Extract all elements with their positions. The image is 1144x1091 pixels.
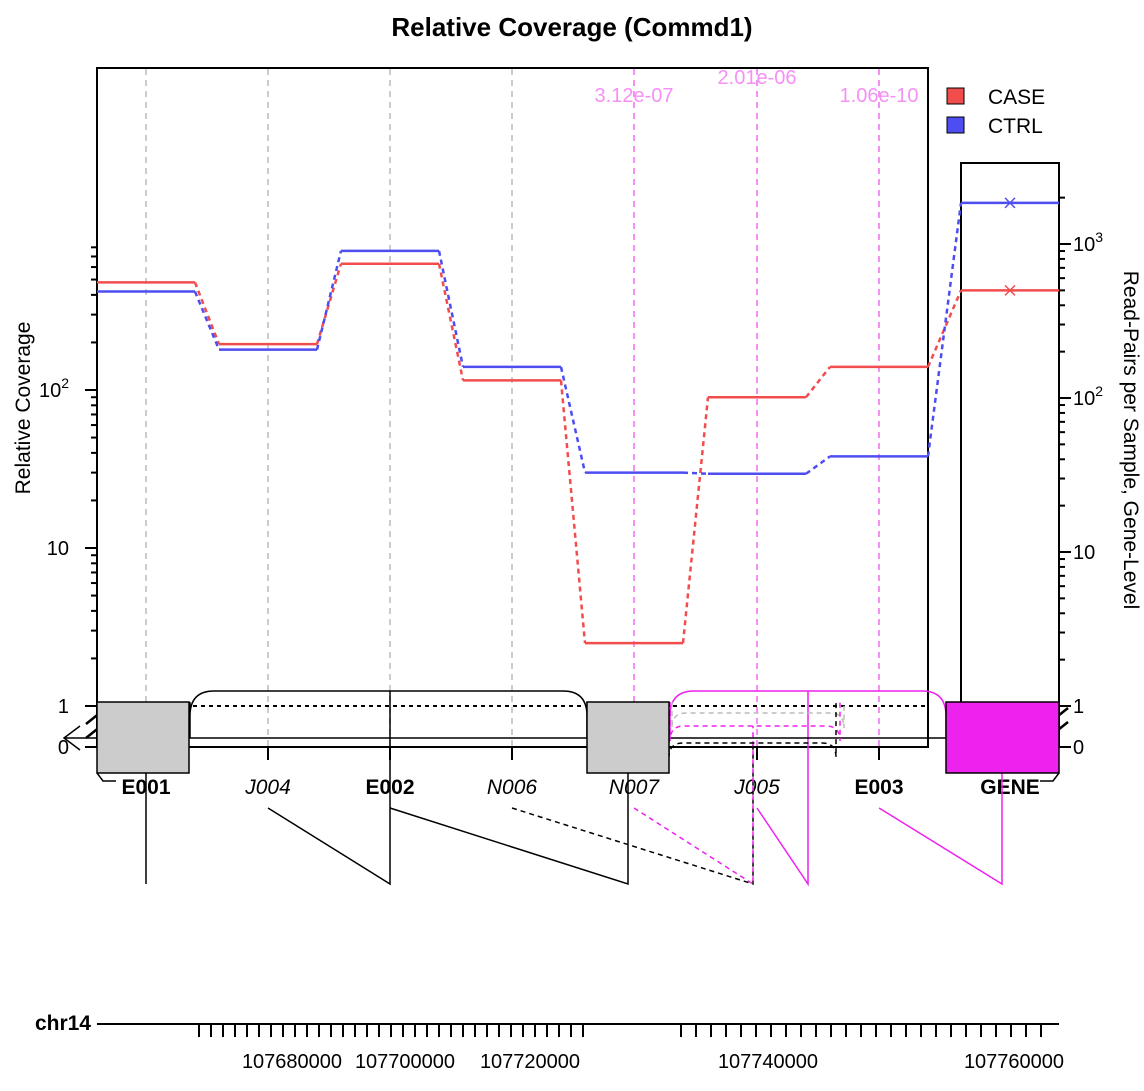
pvalue-label-e003: 1.06e-10 <box>840 85 919 107</box>
legend: CASE CTRL <box>946 86 1045 138</box>
coordinate-label: 107680000 <box>242 1051 342 1073</box>
series-connector-case <box>681 397 710 644</box>
right-tick-label-base: 10 <box>1073 388 1095 410</box>
chart-title: Relative Coverage (Commd1) <box>391 12 752 42</box>
strand-arrow-icon <box>62 725 97 751</box>
feature-label-gene: GENE <box>980 776 1040 799</box>
left-tick-label: 0 <box>58 737 69 759</box>
exon-box-e003 <box>945 701 1060 774</box>
connector-j005 <box>756 691 809 887</box>
gene-model <box>62 690 1060 887</box>
connector-j004 <box>267 691 391 886</box>
series-connector-ctrl <box>315 250 343 350</box>
left-tick-label-base: 10 <box>39 380 61 402</box>
pvalue-label-n007: 3.12e-07 <box>595 85 674 107</box>
gene-panel-frame <box>960 162 1060 748</box>
feature-label-j004: J004 <box>244 776 291 799</box>
coordinate-label: 107720000 <box>480 1051 580 1073</box>
junction-arc-n006 <box>668 702 837 758</box>
left-tick-label: 1 <box>58 696 69 718</box>
series-connector-gene-ctrl <box>926 202 963 457</box>
feature-label-e003: E003 <box>854 776 903 799</box>
right-tick-label-base: 1 <box>1073 696 1084 718</box>
left-y-axis-title: Relative Coverage <box>12 322 35 495</box>
right-tick-label: 0 <box>1073 737 1084 759</box>
gene-level-point-case <box>1004 284 1016 296</box>
legend-swatch-ctrl <box>946 116 965 134</box>
series-lines <box>97 197 1059 645</box>
legend-label-ctrl: CTRL <box>988 115 1043 138</box>
right-tick-label: 10 <box>1073 542 1095 564</box>
right-tick-label-exponent: 3 <box>1095 229 1103 245</box>
junction-arc-novel-grey <box>671 702 845 729</box>
pvalue-label-j005: 2.01e-06 <box>718 67 797 89</box>
legend-label-case: CASE <box>988 86 1045 109</box>
right-tick-label: 1 <box>1073 696 1084 718</box>
series-connector-case <box>559 380 587 644</box>
left-tick-label-base: 10 <box>47 538 69 560</box>
left-tick-label-exponent: 2 <box>61 375 69 391</box>
series-connector-ctrl <box>682 471 709 476</box>
series-connector-ctrl <box>193 291 221 351</box>
right-tick-label-base: 10 <box>1073 234 1095 256</box>
feature-label-n006: N006 <box>487 776 538 799</box>
right-tick-label-base: 10 <box>1073 542 1095 564</box>
gene-end-bracket <box>1040 772 1060 782</box>
left-tick-label-base: 0 <box>58 737 69 759</box>
gene-start-bracket <box>96 772 116 782</box>
genomic-coordinate-axis: 107680000 107700000 107720000 107740000 1077… <box>97 1023 1064 1073</box>
right-tick-label: 103 <box>1073 229 1103 256</box>
feature-axis: E001 J004 E002 N006 N007 J005 E003 GENE <box>121 747 1040 799</box>
right-tick-label: 102 <box>1073 383 1103 410</box>
exon-box-e002 <box>586 701 670 774</box>
coordinate-label: 107740000 <box>718 1051 818 1073</box>
left-tick-label: 102 <box>39 375 69 402</box>
left-tick-label: 10 <box>47 538 69 560</box>
pvalue-labels: 3.12e-07 2.01e-06 1.06e-10 <box>595 67 919 107</box>
junction-arc-n007 <box>669 702 841 742</box>
feature-label-n007: N007 <box>609 776 661 799</box>
series-connector-ctrl <box>559 366 587 473</box>
coordinate-label: 107760000 <box>964 1051 1064 1073</box>
series-case <box>97 262 1059 645</box>
right-tick-label-base: 0 <box>1073 737 1084 759</box>
gene-level-point-ctrl <box>1004 197 1016 209</box>
series-connector-ctrl <box>805 455 831 475</box>
right-y-axis-title: Read-Pairs per Sample, Gene-Level <box>1119 271 1142 610</box>
connector-n007 <box>633 726 754 886</box>
coordinate-label: 107700000 <box>355 1051 455 1073</box>
right-tick-label-exponent: 2 <box>1095 383 1103 399</box>
series-connector-case <box>437 263 465 381</box>
feature-label-j005: J005 <box>733 776 780 799</box>
junction-arc-j004 <box>189 690 588 738</box>
series-connector-case <box>193 281 221 345</box>
legend-swatch-case <box>946 87 965 105</box>
left-tick-label-base: 1 <box>58 696 69 718</box>
chromosome-label: chr14 <box>35 1012 91 1035</box>
series-ctrl <box>97 197 1059 476</box>
exon-box-e001 <box>96 701 190 774</box>
series-connector-gene-case <box>926 289 963 368</box>
series-connector-ctrl <box>437 250 465 368</box>
series-connector-case <box>805 366 831 399</box>
feature-guide-lines <box>145 69 880 747</box>
